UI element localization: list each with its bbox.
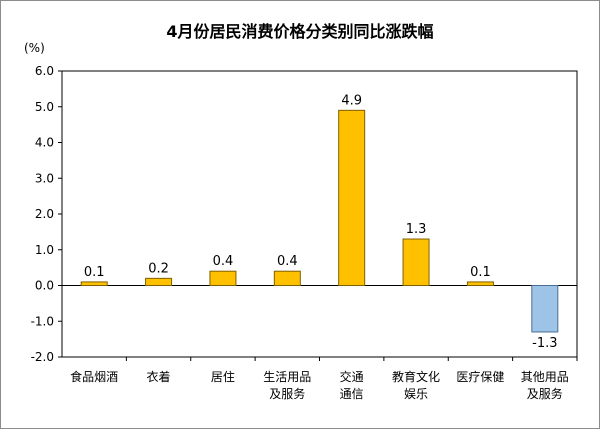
category-label: 其他用品 — [521, 370, 569, 384]
data-label: 0.1 — [470, 265, 491, 280]
bar — [209, 270, 237, 287]
category-label: 娱乐 — [404, 387, 428, 401]
category-label: 食品烟酒 — [70, 369, 118, 384]
plot-area — [61, 70, 578, 358]
bar — [273, 270, 301, 287]
category-label: 医疗保健 — [456, 370, 504, 384]
y-tick-label: 5.0 — [35, 100, 54, 114]
category-label: 衣着 — [147, 369, 171, 384]
category-label: 交通 — [340, 369, 364, 384]
category-label: 通信 — [340, 387, 364, 401]
bars-group: 0.1 0.2 0.4 0.4 4.9 1.3 0.1 -1.3 — [80, 93, 559, 351]
y-axis-unit-label: (%) — [24, 41, 45, 55]
data-label: 0.4 — [213, 254, 234, 269]
category-label: 及服务 — [527, 386, 563, 401]
bar — [531, 285, 559, 333]
y-tick-label: -2.0 — [31, 350, 54, 364]
y-tick-label: -1.0 — [31, 314, 54, 328]
data-label: 0.2 — [148, 261, 169, 276]
y-tick-label: 6.0 — [35, 64, 54, 78]
chart-title: 4月份居民消费价格分类别同比涨跌幅 — [166, 22, 434, 41]
y-tick-label: 3.0 — [35, 171, 54, 185]
y-axis-ticks: 6.0 5.0 4.0 3.0 2.0 1.0 0.0 -1.0 -2.0 — [31, 64, 62, 364]
bar — [145, 277, 173, 287]
y-tick-label: 1.0 — [35, 243, 54, 257]
bar — [80, 281, 108, 286]
data-label: 1.3 — [406, 222, 427, 237]
bar — [466, 281, 494, 286]
category-label: 及服务 — [269, 386, 305, 401]
data-label: 0.1 — [84, 265, 105, 280]
y-tick-label: 0.0 — [35, 279, 54, 293]
category-label: 居住 — [211, 370, 235, 384]
y-tick-label: 4.0 — [35, 136, 54, 150]
data-label: 0.4 — [277, 254, 298, 269]
bar — [402, 238, 430, 286]
data-label: -1.3 — [532, 336, 557, 351]
category-label: 生活用品 — [263, 370, 311, 384]
category-label: 教育文化 — [392, 369, 440, 384]
data-label: 4.9 — [341, 93, 362, 108]
bar — [338, 109, 366, 286]
y-tick-label: 2.0 — [35, 207, 54, 221]
